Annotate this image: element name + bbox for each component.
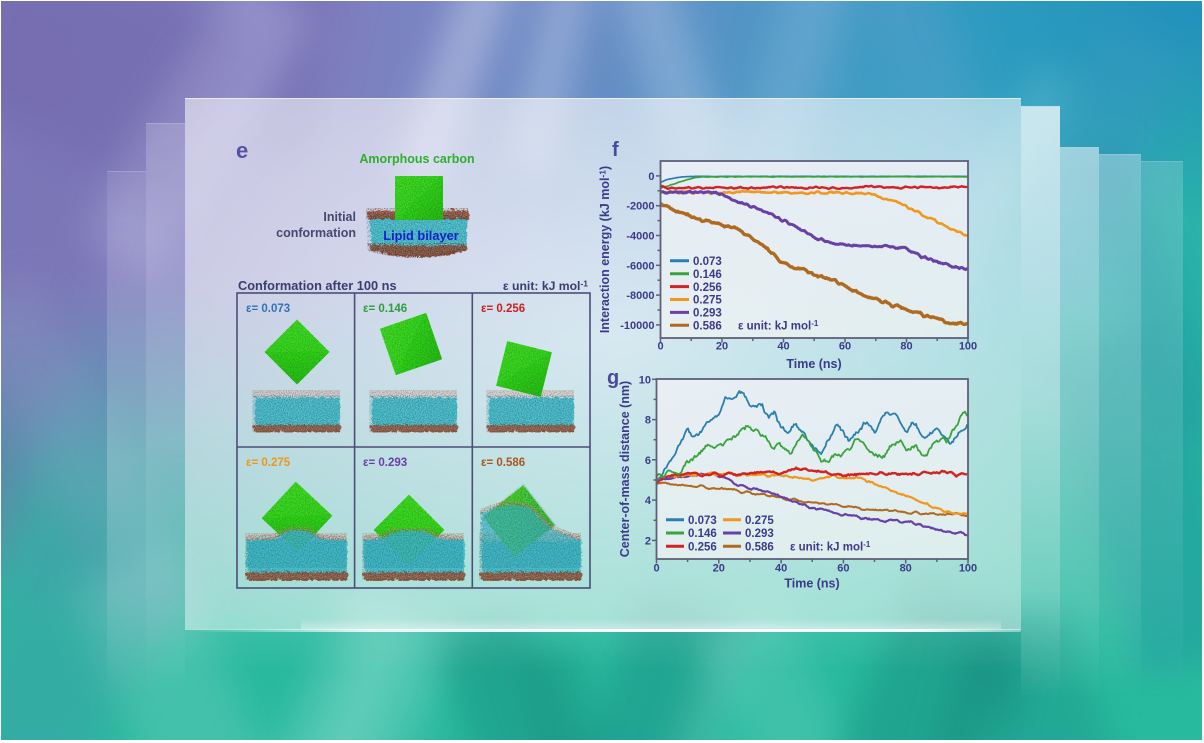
- svg-text:conformation: conformation: [276, 226, 356, 240]
- svg-text:-6000: -6000: [626, 260, 654, 272]
- svg-text:0: 0: [653, 563, 659, 575]
- svg-text:80: 80: [900, 563, 912, 575]
- svg-text:0.293: 0.293: [693, 308, 722, 320]
- svg-text:Time (ns): Time (ns): [784, 577, 839, 591]
- svg-text:ε unit: kJ mol-1: ε unit: kJ mol-1: [738, 319, 819, 333]
- svg-text:Lipid bilayer: Lipid bilayer: [383, 228, 458, 243]
- svg-text:60: 60: [839, 341, 851, 353]
- svg-text:80: 80: [900, 341, 912, 353]
- svg-text:0.586: 0.586: [693, 321, 722, 333]
- svg-text:-4000: -4000: [626, 231, 654, 243]
- svg-text:Center-of-mass distance (nm): Center-of-mass distance (nm): [618, 381, 632, 557]
- svg-text:Amorphous carbon: Amorphous carbon: [359, 152, 474, 166]
- svg-text:0.073: 0.073: [688, 515, 717, 527]
- svg-text:40: 40: [777, 341, 789, 353]
- svg-text:60: 60: [837, 563, 849, 575]
- svg-text:-10000: -10000: [620, 320, 654, 332]
- svg-text:ε= 0.586: ε= 0.586: [481, 457, 525, 469]
- svg-text:2: 2: [645, 535, 651, 547]
- svg-text:e: e: [236, 138, 248, 163]
- svg-text:Initial: Initial: [323, 210, 356, 224]
- svg-text:ε= 0.293: ε= 0.293: [363, 457, 407, 469]
- svg-text:g: g: [607, 367, 619, 389]
- svg-text:0.073: 0.073: [693, 256, 722, 268]
- svg-text:ε unit: kJ mol-1: ε unit: kJ mol-1: [503, 279, 588, 294]
- svg-text:0: 0: [648, 171, 654, 183]
- svg-text:10: 10: [639, 374, 651, 386]
- svg-text:8: 8: [645, 415, 651, 427]
- svg-text:-2000: -2000: [626, 201, 654, 213]
- svg-text:Interaction energy (kJ mol-1): Interaction energy (kJ mol-1): [598, 166, 613, 333]
- svg-text:ε= 0.073: ε= 0.073: [246, 303, 290, 315]
- svg-text:0.293: 0.293: [745, 528, 774, 540]
- svg-text:ε= 0.146: ε= 0.146: [363, 303, 407, 315]
- svg-text:ε= 0.256: ε= 0.256: [481, 303, 525, 315]
- svg-text:100: 100: [959, 563, 977, 575]
- svg-text:0.146: 0.146: [688, 528, 717, 540]
- svg-text:ε= 0.275: ε= 0.275: [246, 457, 291, 469]
- svg-text:20: 20: [716, 341, 728, 353]
- svg-text:0.256: 0.256: [693, 282, 722, 294]
- svg-text:0: 0: [657, 341, 663, 353]
- svg-text:-8000: -8000: [626, 290, 654, 302]
- svg-text:0.146: 0.146: [693, 269, 722, 281]
- svg-text:0.586: 0.586: [745, 541, 774, 553]
- svg-text:0.256: 0.256: [688, 541, 717, 553]
- svg-text:40: 40: [775, 563, 787, 575]
- svg-text:20: 20: [713, 563, 725, 575]
- svg-text:f: f: [612, 139, 619, 161]
- svg-text:6: 6: [645, 455, 651, 467]
- svg-text:Conformation after 100 ns: Conformation after 100 ns: [238, 278, 397, 293]
- svg-text:0.275: 0.275: [693, 295, 722, 307]
- svg-text:ε unit: kJ mol-1: ε unit: kJ mol-1: [790, 540, 871, 554]
- svg-text:0.275: 0.275: [745, 515, 774, 527]
- svg-text:100: 100: [959, 341, 977, 353]
- svg-text:4: 4: [645, 495, 652, 507]
- svg-text:Time (ns): Time (ns): [786, 357, 841, 371]
